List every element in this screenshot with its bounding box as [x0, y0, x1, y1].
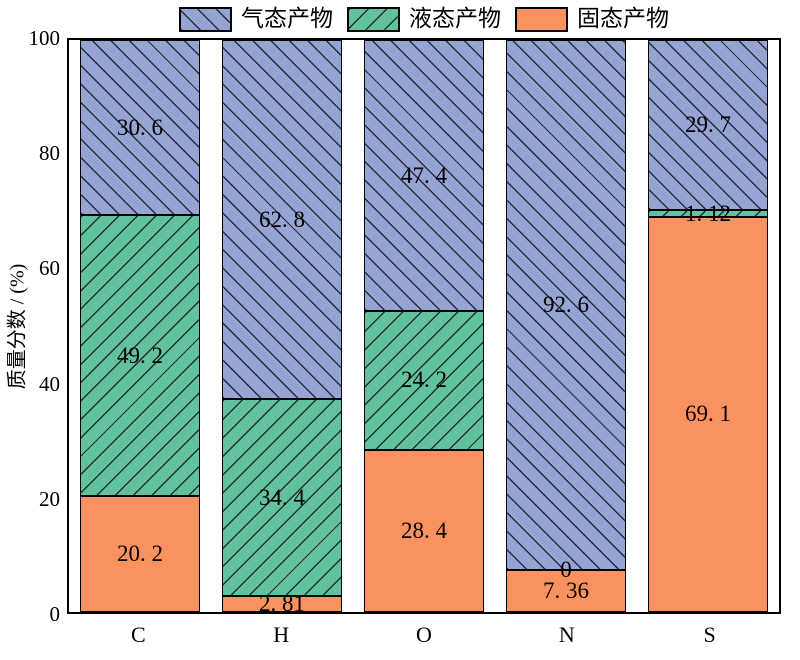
- y-axis-ticks: 0 20 40 60 80 100: [0, 26, 61, 626]
- bar-O-segment-liquid: [364, 311, 484, 450]
- bar-H-segment-solid: [222, 595, 342, 612]
- bar-C-segment-gas: [80, 40, 200, 216]
- bar-C-segment-solid: [80, 496, 200, 612]
- legend-item-solid: 固态产物: [515, 6, 669, 32]
- legend-label-solid: 固态产物: [577, 6, 669, 31]
- y-tick-label-40: 40: [39, 371, 60, 396]
- bar-O-segment-solid: [364, 449, 484, 612]
- x-tick-label-O: O: [416, 622, 432, 647]
- plot-area: 20. 2 49. 2 30. 6 2. 81 34. 4 62. 8 28. 4 24. 2…: [67, 38, 781, 615]
- y-tick-label-60: 60: [39, 256, 60, 281]
- y-tick-label-80: 80: [39, 141, 60, 166]
- bar-S-segment-solid: [648, 216, 768, 612]
- bar-slot-S: 69. 1 1. 12 29. 7: [637, 40, 779, 612]
- bar-N: 7. 36 0 92. 6: [506, 40, 626, 612]
- bars-container: 20. 2 49. 2 30. 6 2. 81 34. 4 62. 8 28. 4 24. 2…: [69, 39, 779, 615]
- y-tick-label-100: 100: [28, 26, 61, 50]
- legend-swatch-liquid: [347, 6, 400, 32]
- bar-slot-H: 2. 81 34. 4 62. 8: [211, 39, 353, 615]
- bar-S: 69. 1 1. 12 29. 7: [648, 40, 768, 612]
- y-tick-label-0: 0: [49, 602, 61, 626]
- legend-swatch-solid: [515, 6, 568, 32]
- x-tick-label-H: H: [273, 622, 290, 647]
- legend-item-gas: 气态产物: [179, 6, 333, 32]
- bar-H-segment-liquid: [222, 399, 342, 596]
- bar-N-segment-gas: [506, 40, 626, 570]
- chart-legend: 气态产物 液态产物 固态产物: [67, 0, 781, 38]
- bar-slot-N: 7. 36 0 92. 6: [495, 40, 637, 612]
- bar-O: 28. 4 24. 2 47. 4: [364, 40, 484, 612]
- bar-C-segment-liquid: [80, 215, 200, 497]
- y-tick-label-20: 20: [39, 486, 60, 511]
- legend-swatch-gas: [179, 6, 232, 32]
- bar-H: 2. 81 34. 4 62. 8: [222, 39, 342, 615]
- legend-item-liquid: 液态产物: [347, 6, 501, 32]
- x-tick-label-S: S: [703, 622, 716, 647]
- bar-N-segment-solid: [506, 569, 626, 612]
- x-tick-label-N: N: [558, 622, 575, 647]
- bar-S-segment-gas: [648, 40, 768, 211]
- legend-label-liquid: 液态产物: [409, 6, 501, 31]
- bar-H-segment-gas: [222, 39, 342, 400]
- bar-C: 20. 2 49. 2 30. 6: [80, 40, 200, 612]
- bar-S-segment-liquid: [648, 210, 768, 217]
- legend-label-gas: 气态产物: [241, 6, 333, 31]
- bar-slot-O: 28. 4 24. 2 47. 4: [353, 40, 495, 612]
- bar-O-segment-gas: [364, 40, 484, 312]
- bar-slot-C: 20. 2 49. 2 30. 6: [69, 40, 211, 612]
- x-tick-label-C: C: [131, 622, 146, 647]
